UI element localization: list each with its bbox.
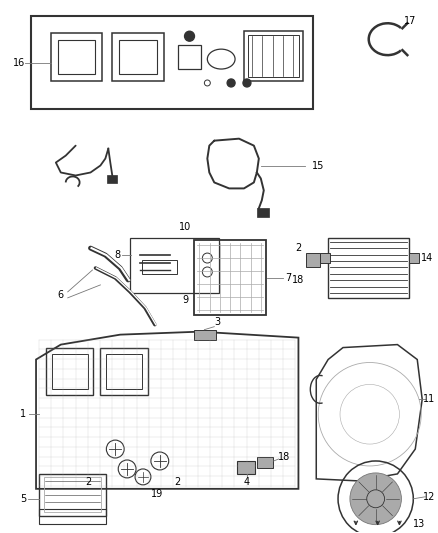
Bar (257, 457, 273, 468)
Text: 14: 14 (421, 253, 433, 263)
Text: 15: 15 (312, 160, 325, 171)
Text: 9: 9 (183, 295, 189, 305)
Text: 2: 2 (174, 477, 181, 487)
Bar (106, 353, 142, 389)
Text: 10: 10 (180, 222, 192, 232)
Text: 19: 19 (151, 489, 163, 499)
Text: 3: 3 (214, 317, 220, 327)
Text: 18: 18 (279, 452, 291, 462)
Bar (142, 260, 177, 274)
Bar (46, 348, 93, 395)
Bar (58, 40, 95, 74)
Text: 5: 5 (20, 494, 26, 504)
Text: 18: 18 (292, 275, 304, 285)
Circle shape (243, 79, 251, 87)
Bar (237, 461, 255, 474)
Text: 16: 16 (13, 58, 25, 68)
Circle shape (227, 79, 235, 87)
Text: 4: 4 (244, 477, 250, 487)
Text: 2: 2 (295, 243, 301, 253)
Bar (257, 208, 269, 217)
Bar (100, 348, 148, 395)
Bar (178, 45, 201, 69)
Bar (244, 31, 304, 81)
Text: 17: 17 (404, 17, 417, 26)
Text: 8: 8 (114, 250, 120, 260)
Text: 7: 7 (286, 273, 292, 283)
Bar (52, 353, 88, 389)
Text: 11: 11 (423, 394, 435, 405)
Circle shape (350, 473, 401, 524)
Bar (410, 253, 419, 263)
Text: 13: 13 (413, 519, 425, 529)
Bar (130, 238, 219, 293)
Bar (306, 253, 320, 267)
Bar (44, 477, 101, 512)
Bar (328, 238, 410, 298)
Bar (119, 40, 157, 74)
Bar (39, 508, 106, 523)
Bar (51, 33, 102, 81)
Bar (39, 474, 106, 516)
Text: 12: 12 (423, 492, 435, 502)
Text: 6: 6 (58, 290, 64, 300)
Bar (320, 253, 330, 263)
Circle shape (184, 31, 194, 41)
Bar (194, 240, 266, 315)
Bar (31, 17, 313, 109)
Bar (112, 33, 164, 81)
Bar (107, 175, 117, 183)
Bar (194, 330, 216, 340)
Bar (248, 35, 300, 77)
Text: 2: 2 (85, 477, 92, 487)
Text: 1: 1 (20, 409, 26, 419)
